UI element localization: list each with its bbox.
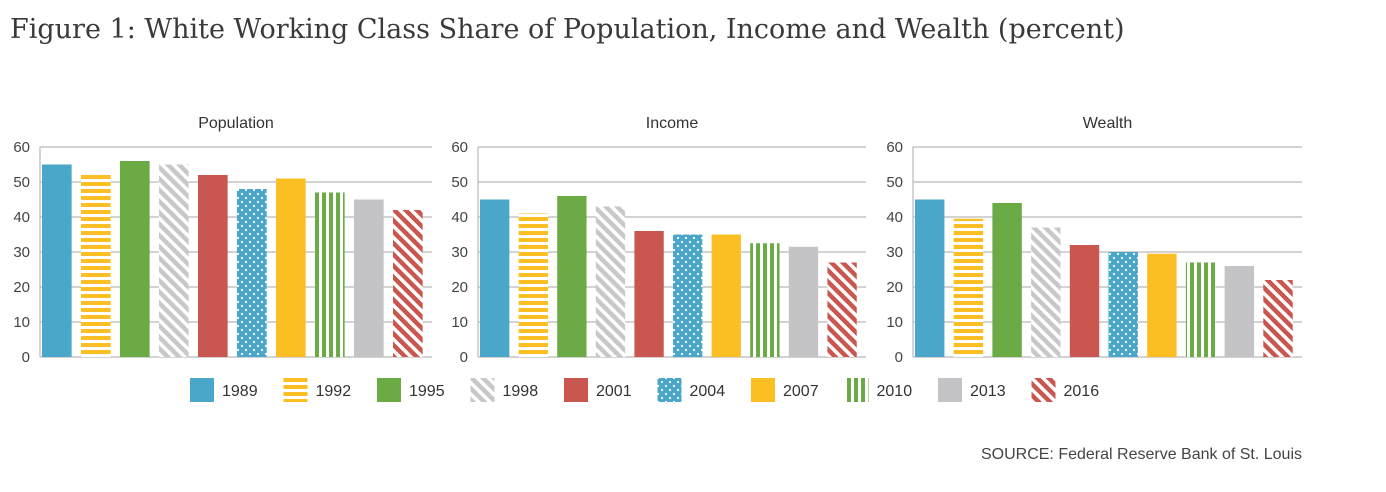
bar-population-2004 [237, 189, 267, 357]
legend-item-2013: 2013 [938, 378, 1006, 402]
chart-canvas: 0 10 20 30 40 50 60 Population 0 10 20 30 40 50 60 Inco… [13, 115, 1302, 402]
legend-label: 2001 [596, 383, 632, 400]
legend-label: 1998 [503, 383, 539, 400]
bar-wealth-2001 [1069, 245, 1100, 357]
bar-income-2004 [673, 234, 703, 357]
legend-item-2007: 2007 [751, 378, 819, 402]
legend-swatch [1031, 378, 1056, 402]
panel-title: Income [646, 115, 699, 132]
legend-swatch [844, 378, 869, 402]
y-tick-label: 50 [886, 174, 903, 191]
bar-population-1989 [42, 164, 72, 357]
y-tick-label: 10 [451, 314, 468, 331]
panel-title: Population [198, 115, 274, 132]
bar-income-1989 [480, 199, 510, 357]
bar-population-2013 [354, 199, 384, 357]
legend-label: 2013 [970, 383, 1006, 400]
bar-income-2013 [788, 246, 819, 357]
legend-label: 1989 [222, 383, 258, 400]
bar-income-2010 [750, 243, 780, 357]
y-tick-label: 30 [886, 244, 903, 261]
panel-wealth: 0 10 20 30 40 50 60 Wealth [886, 115, 1302, 366]
bar-wealth-1995 [992, 203, 1022, 357]
panel-population: 0 10 20 30 40 50 60 Population [13, 115, 432, 366]
legend-label: 2016 [1064, 383, 1100, 400]
bar-population-2007 [276, 178, 306, 357]
y-tick-label: 60 [13, 139, 30, 156]
figure-title: Figure 1: White Working Class Share of P… [10, 14, 1125, 45]
bar-income-1992 [518, 213, 548, 357]
y-tick-label: 40 [13, 209, 30, 226]
legend: 1989 1992 1995 1998 2001 2004 2007 2010 2013 2016 [190, 378, 1099, 402]
source-note: SOURCE: Federal Reserve Bank of St. Loui… [980, 446, 1302, 463]
bar-wealth-2004 [1108, 252, 1138, 357]
legend-item-1989: 1989 [190, 378, 258, 402]
bar-population-1995 [120, 161, 150, 357]
legend-swatch [564, 378, 588, 402]
bar-wealth-1992 [953, 218, 984, 357]
legend-swatch [190, 378, 214, 402]
legend-item-2001: 2001 [564, 378, 632, 402]
bar-wealth-1998 [1031, 227, 1061, 357]
bar-population-1998 [159, 164, 189, 357]
bar-wealth-2010 [1185, 262, 1216, 357]
legend-swatch [470, 378, 495, 402]
bar-income-2016 [827, 262, 857, 357]
y-tick-label: 30 [451, 244, 468, 261]
bar-income-2001 [634, 231, 664, 357]
y-tick-label: 60 [451, 139, 468, 156]
y-tick-label: 10 [13, 314, 30, 331]
bar-population-2010 [315, 192, 345, 357]
bar-wealth-2007 [1147, 253, 1177, 357]
y-tick-label: 60 [886, 139, 903, 156]
bar-wealth-1989 [915, 199, 945, 357]
legend-label: 2004 [690, 383, 726, 400]
bar-income-2007 [711, 234, 741, 357]
legend-swatch [283, 378, 308, 402]
bar-wealth-2016 [1263, 280, 1293, 357]
bar-wealth-2013 [1224, 266, 1255, 357]
legend-swatch [938, 378, 962, 402]
bar-income-1998 [595, 206, 626, 357]
panel-income: 0 10 20 30 40 50 60 Income [451, 115, 866, 366]
legend-swatch [657, 378, 682, 402]
y-tick-label: 40 [886, 209, 903, 226]
legend-item-1995: 1995 [377, 378, 445, 402]
y-tick-label: 0 [895, 349, 903, 366]
y-tick-label: 40 [451, 209, 468, 226]
y-tick-label: 20 [451, 279, 468, 296]
legend-item-2004: 2004 [657, 378, 726, 402]
legend-label: 2010 [877, 383, 913, 400]
y-tick-label: 10 [886, 314, 903, 331]
y-tick-label: 20 [886, 279, 903, 296]
legend-swatch [377, 378, 401, 402]
legend-label: 1995 [409, 383, 445, 400]
bar-income-1995 [557, 196, 587, 357]
bar-population-2016 [393, 210, 423, 357]
legend-swatch [751, 378, 775, 402]
y-tick-label: 0 [460, 349, 468, 366]
y-tick-label: 50 [13, 174, 30, 191]
legend-item-2016: 2016 [1031, 378, 1100, 402]
y-tick-label: 20 [13, 279, 30, 296]
y-tick-label: 50 [451, 174, 468, 191]
legend-label: 2007 [783, 383, 819, 400]
legend-item-2010: 2010 [844, 378, 913, 402]
y-tick-label: 0 [22, 349, 30, 366]
y-tick-label: 30 [13, 244, 30, 261]
bar-population-1992 [81, 175, 111, 357]
legend-label: 1992 [316, 383, 352, 400]
legend-item-1992: 1992 [283, 378, 352, 402]
panel-title: Wealth [1083, 115, 1133, 132]
legend-item-1998: 1998 [470, 378, 539, 402]
bar-population-2001 [198, 175, 228, 357]
